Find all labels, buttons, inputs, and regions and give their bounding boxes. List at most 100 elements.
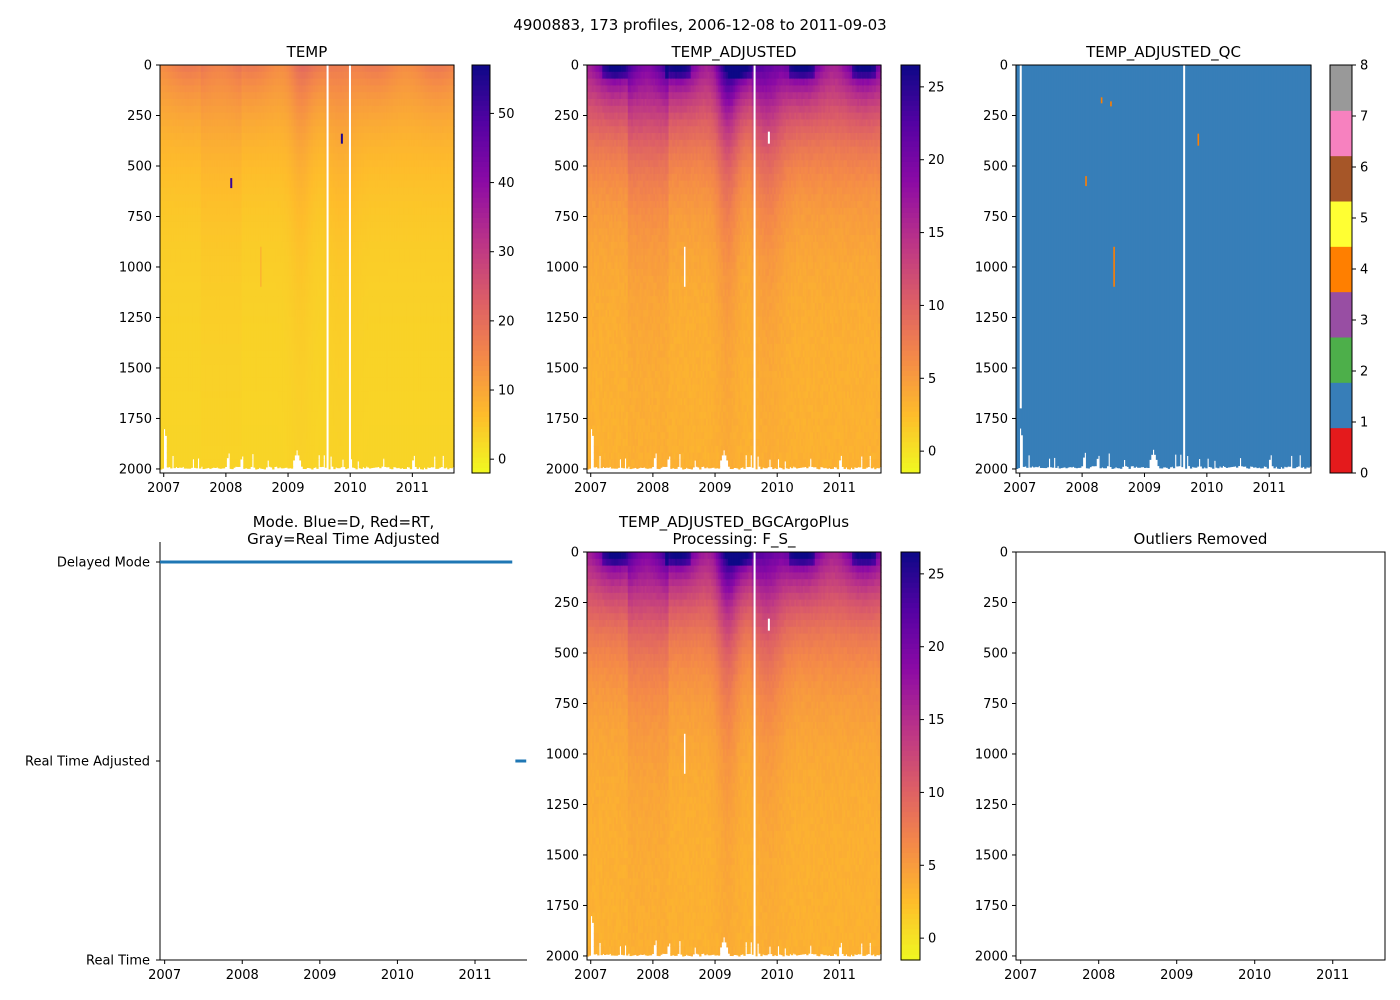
- outlier-spike: [230, 178, 232, 188]
- y-tick-label-temp: 2000: [119, 462, 152, 477]
- chart-title-temp_adjusted: TEMP_ADJUSTED: [670, 43, 796, 62]
- colorbar-tick-label: 30: [498, 245, 515, 260]
- data-gap: [349, 65, 351, 473]
- colorbar-tick-label: 0: [498, 453, 506, 468]
- y-tick-label-temp_adjusted_bgc: 1250: [546, 798, 579, 813]
- colorbar-tick-label: 5: [928, 859, 936, 874]
- qc-color-2: [1330, 337, 1352, 383]
- y-tick-label-temp: 1000: [119, 260, 152, 275]
- y-tick-label-outliers: 1000: [975, 747, 1008, 762]
- colorbar-tick-label: 8: [1360, 59, 1368, 74]
- colorbar-tick-label: 25: [928, 80, 945, 95]
- x-tick-label-temp: 2008: [209, 481, 242, 496]
- y-category-label: Delayed Mode: [57, 556, 150, 571]
- colorbar-tick-label: 5: [1360, 212, 1368, 227]
- y-tick-label-temp: 1750: [119, 412, 152, 427]
- qc-color-1: [1330, 382, 1352, 428]
- qc-flag-4: [1110, 101, 1112, 106]
- colorbar-tick-label: 20: [498, 314, 515, 329]
- y-tick-label-temp: 500: [127, 159, 152, 174]
- heatmap-cells-temp_adjusted_qc: [1016, 65, 1312, 473]
- x-tick-label-mode: 2008: [226, 968, 259, 983]
- qc-color-0: [1330, 428, 1352, 474]
- x-tick-label-mode: 2010: [381, 968, 414, 983]
- figure-canvas: TEMP010203040502007 2008 2009 2010 201102505…: [0, 0, 1400, 1000]
- y-tick-label-temp_adjusted: 1000: [546, 260, 579, 275]
- y-tick-label-temp_adjusted_bgc: 250: [554, 596, 579, 611]
- plot-frame-outliers: [1016, 552, 1385, 960]
- chart-title-mode: Mode. Blue=D, Red=RT,: [253, 513, 435, 531]
- colorbar-tick-label: 10: [498, 384, 515, 399]
- y-tick-label-temp_adjusted_qc: 1250: [975, 311, 1008, 326]
- x-tick-label-temp_adjusted_qc: 2009: [1128, 481, 1161, 496]
- colorbar-tick-label: 5: [928, 372, 936, 387]
- heatmap-cells-temp_adjusted_bgc: [587, 552, 882, 960]
- x-tick-label-temp_adjusted_qc: 2008: [1066, 481, 1099, 496]
- y-tick-label-temp: 0: [144, 59, 152, 74]
- x-tick-label-temp: 2010: [334, 481, 367, 496]
- chart-title-mode: Gray=Real Time Adjusted: [247, 530, 440, 548]
- qc-color-3: [1330, 292, 1352, 338]
- y-tick-label-temp_adjusted: 250: [554, 109, 579, 124]
- qc-color-5: [1330, 201, 1352, 247]
- y-tick-label-temp_adjusted: 750: [554, 210, 579, 225]
- x-tick-label-temp_adjusted: 2007: [574, 481, 607, 496]
- y-tick-label-temp_adjusted_qc: 1750: [975, 412, 1008, 427]
- y-tick-label-temp_adjusted: 1250: [546, 311, 579, 326]
- x-tick-label-outliers: 2009: [1160, 968, 1193, 983]
- x-tick-label-temp_adjusted_bgc: 2008: [636, 968, 669, 983]
- chart-title-temp_adjusted_bgc: Processing: F_S_: [672, 530, 796, 549]
- colorbar-tick-label: 0: [1360, 467, 1368, 482]
- y-tick-label-temp_adjusted_bgc: 2000: [546, 949, 579, 964]
- qc-color-7: [1330, 110, 1352, 156]
- chart-title-temp: TEMP: [286, 43, 328, 61]
- y-tick-label-temp: 250: [127, 109, 152, 124]
- colorbar-tick-label: 0: [928, 932, 936, 947]
- y-tick-label-temp_adjusted: 1500: [546, 361, 579, 376]
- y-tick-label-temp_adjusted_qc: 1000: [975, 260, 1008, 275]
- data-gap: [754, 552, 756, 960]
- y-tick-label-temp_adjusted_bgc: 1500: [546, 848, 579, 863]
- colorbar-tick-label: 15: [928, 226, 945, 241]
- data-gap: [1020, 65, 1022, 408]
- data-gap: [1183, 65, 1185, 473]
- colorbar-tick-label: 4: [1360, 263, 1368, 278]
- x-tick-label-outliers: 2008: [1082, 968, 1115, 983]
- colorbar-tick-label: 10: [928, 786, 945, 801]
- data-gap: [754, 65, 756, 473]
- y-tick-label-outliers: 500: [983, 646, 1008, 661]
- y-tick-label-outliers: 750: [983, 697, 1008, 712]
- y-tick-label-temp: 750: [127, 210, 152, 225]
- x-tick-label-outliers: 2010: [1238, 968, 1271, 983]
- colorbar-tick-label: 20: [928, 153, 945, 168]
- y-tick-label-outliers: 1500: [975, 848, 1008, 863]
- x-tick-label-temp_adjusted_bgc: 2007: [574, 968, 607, 983]
- y-tick-label-outliers: 250: [983, 596, 1008, 611]
- chart-title-temp_adjusted_qc: TEMP_ADJUSTED_QC: [1085, 43, 1241, 62]
- x-tick-label-temp_adjusted_bgc: 2010: [761, 968, 794, 983]
- removed-points: [684, 247, 686, 287]
- colorbar-tick-label: 7: [1360, 110, 1368, 125]
- y-tick-label-temp: 1500: [119, 361, 152, 376]
- y-tick-label-outliers: 2000: [975, 949, 1008, 964]
- x-tick-label-temp_adjusted_qc: 2010: [1190, 481, 1223, 496]
- colorbar-tick-label: 40: [498, 176, 515, 191]
- qc-flag-4: [1197, 134, 1199, 146]
- removed-points: [684, 734, 686, 774]
- y-tick-label-outliers: 1250: [975, 798, 1008, 813]
- removed-points: [768, 619, 770, 631]
- y-tick-label-temp: 1250: [119, 311, 152, 326]
- y-tick-label-outliers: 0: [1000, 546, 1008, 561]
- qc-flag-4: [1101, 97, 1103, 103]
- x-tick-label-temp_adjusted_bgc: 2009: [698, 968, 731, 983]
- qc-color-6: [1330, 156, 1352, 202]
- y-tick-label-temp_adjusted: 0: [571, 59, 579, 74]
- x-tick-label-temp_adjusted_qc: 2011: [1253, 481, 1286, 496]
- y-tick-label-temp_adjusted_qc: 0: [1000, 59, 1008, 74]
- colorbar-tick-label: 3: [1360, 314, 1368, 329]
- removed-points: [768, 132, 770, 144]
- x-tick-label-temp_adjusted: 2010: [761, 481, 794, 496]
